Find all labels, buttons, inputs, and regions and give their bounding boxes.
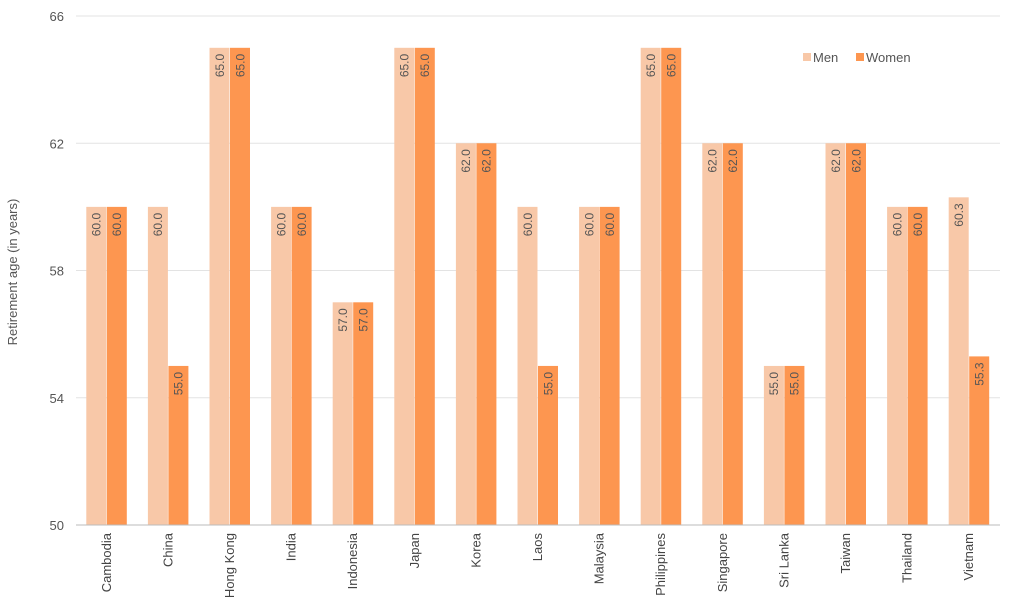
- x-category-label: Hong Kong: [222, 533, 237, 598]
- x-category-label: Malaysia: [592, 532, 607, 584]
- y-axis-title: Retirement age (in years): [5, 199, 20, 346]
- data-label: 55.0: [172, 372, 186, 396]
- data-label: 60.0: [890, 213, 904, 237]
- data-label: 65.0: [418, 53, 432, 77]
- bar-men-taiwan: [825, 143, 846, 525]
- data-label: 60.0: [151, 213, 165, 237]
- x-category-label: India: [284, 532, 299, 561]
- legend: Men Women: [803, 50, 911, 65]
- bar-men-singapore: [702, 143, 723, 525]
- y-tick-label: 50: [50, 518, 64, 533]
- bars: [86, 47, 990, 526]
- data-label: 62.0: [726, 149, 740, 173]
- data-label: 60.3: [952, 203, 966, 227]
- y-tick-label: 62: [50, 136, 64, 151]
- bar-women-cambodia: [106, 206, 127, 525]
- x-category-label: Japan: [407, 533, 422, 568]
- data-label: 62.0: [849, 149, 863, 173]
- bar-women-philippines: [661, 47, 682, 525]
- data-label: 62.0: [459, 149, 473, 173]
- x-category-label: Korea: [468, 532, 483, 567]
- y-tick-label: 66: [50, 9, 64, 24]
- data-label: 60.0: [603, 213, 617, 237]
- data-label: 55.0: [541, 372, 555, 396]
- bar-men-sri-lanka: [763, 365, 784, 525]
- x-axis-categories: Cambodia China Hong Kong India Indonesia Japa…: [99, 532, 976, 598]
- bar-women-sri-lanka: [784, 365, 805, 525]
- legend-swatch-women: [856, 53, 864, 61]
- bar-women-thailand: [907, 206, 928, 525]
- bar-men-vietnam: [948, 197, 969, 526]
- data-label: 60.0: [521, 213, 535, 237]
- bar-women-indonesia: [353, 302, 374, 525]
- data-label: 60.0: [110, 213, 124, 237]
- data-label: 62.0: [829, 149, 843, 173]
- x-category-label: Vietnam: [961, 533, 976, 580]
- y-tick-label: 58: [50, 264, 64, 279]
- data-label: 65.0: [644, 53, 658, 77]
- data-label: 65.0: [398, 53, 412, 77]
- data-label: 60.0: [274, 213, 288, 237]
- x-category-label: Singapore: [715, 533, 730, 592]
- bar-men-laos: [517, 206, 538, 525]
- x-category-label: Philippines: [653, 533, 668, 596]
- bar-women-india: [291, 206, 312, 525]
- bar-women-malaysia: [599, 206, 620, 525]
- x-category-label: China: [160, 532, 175, 567]
- bar-men-hong-kong: [209, 47, 230, 525]
- data-label: 55.3: [972, 362, 986, 386]
- bar-men-india: [271, 206, 292, 525]
- bar-men-indonesia: [332, 302, 353, 525]
- bar-men-cambodia: [86, 206, 107, 525]
- x-category-label: Thailand: [900, 533, 915, 583]
- bar-men-korea: [455, 143, 476, 525]
- x-category-label: Taiwan: [838, 533, 853, 573]
- bar-men-china: [147, 206, 168, 525]
- x-category-label: Indonesia: [345, 532, 360, 589]
- data-label: 57.0: [356, 308, 370, 332]
- data-label: 55.0: [767, 372, 781, 396]
- bar-women-laos: [538, 365, 558, 525]
- bar-men-thailand: [887, 206, 908, 525]
- data-label: 55.0: [788, 372, 802, 396]
- x-category-label: Sri Lanka: [776, 532, 791, 588]
- data-labels: 60.0 60.0 60.0 55.0 65.0 65.0 60.0 60.0 57.0 57.0…: [90, 53, 987, 395]
- x-category-label: Cambodia: [99, 532, 114, 592]
- data-label: 60.0: [295, 213, 309, 237]
- data-label: 60.0: [582, 213, 596, 237]
- bar-women-korea: [476, 143, 497, 525]
- bar-men-malaysia: [579, 206, 600, 525]
- data-label: 60.0: [911, 213, 925, 237]
- bar-women-japan: [414, 47, 435, 525]
- bar-women-vietnam: [969, 356, 990, 525]
- legend-swatch-men: [803, 53, 811, 61]
- y-tick-label: 54: [50, 391, 64, 406]
- bar-women-china: [168, 365, 189, 525]
- bar-women-taiwan: [846, 143, 866, 525]
- data-label: 60.0: [90, 213, 104, 237]
- legend-label-women: Women: [866, 50, 911, 65]
- bar-men-japan: [394, 47, 415, 525]
- bar-men-philippines: [640, 47, 661, 525]
- data-label: 65.0: [233, 53, 247, 77]
- data-label: 62.0: [480, 149, 494, 173]
- x-category-label: Laos: [530, 533, 545, 562]
- bar-women-hong-kong: [230, 47, 250, 525]
- data-label: 62.0: [706, 149, 720, 173]
- bar-women-singapore: [722, 143, 743, 525]
- y-axis-ticks: 50 54 58 62 66: [50, 9, 64, 533]
- legend-label-men: Men: [813, 50, 838, 65]
- data-label: 57.0: [336, 308, 350, 332]
- data-label: 65.0: [213, 53, 227, 77]
- data-label: 65.0: [664, 53, 678, 77]
